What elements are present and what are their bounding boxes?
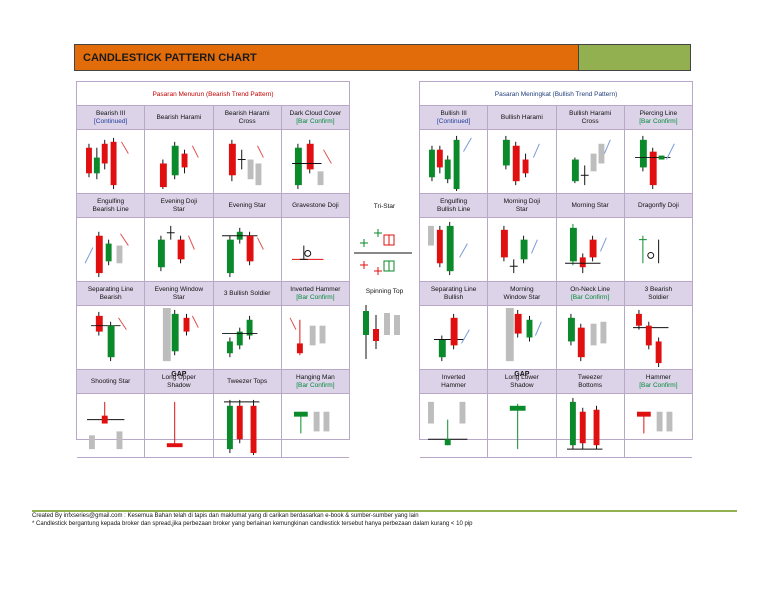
spinning-top-label: Spinning Top [365,288,404,295]
pattern-label: Hanging Man [Bar Confirm] [296,373,335,389]
image-row [77,394,349,458]
pattern-label: Gravestone Doji [292,201,339,209]
pattern-label: Inverted Hammer [420,370,489,393]
gravestone-doji-icon [282,218,349,281]
pattern-label: Long Lower Shadow [488,370,557,393]
pattern-label: Bullish III [Continued] [420,106,489,129]
pattern-label: Dragonfly Doji [637,201,679,209]
label-row: Bullish III [Continued] Bullish Harami Bu… [420,106,692,130]
label-row: Inverted Hammer Long Lower Shadow Tweezer B… [420,370,692,394]
page-title: CANDLESTICK PATTERN CHART [75,45,578,70]
pattern-label: Morning Doji Star [488,194,557,217]
label-row: Engulfing Bullish Line Morning Doji Star M… [420,194,692,218]
separating-line-bullish-icon [420,306,489,369]
piercing-line-icon [625,130,692,193]
dragonfly-doji-icon [625,218,692,281]
pattern-label: Bullish Harami [488,106,557,129]
label-row: Separating Line Bearish Evening Window Sta… [77,282,349,306]
bullish-iii-icon [420,130,489,193]
image-row [420,394,692,458]
gap-label: GAP [171,371,187,378]
pattern-label: Dark Cloud Cover [Bar Confirm] [289,109,342,125]
image-row [420,130,692,194]
pattern-label: Tweezer Tops [214,370,282,393]
separating-line-bearish-icon [77,306,146,369]
spinning-top-icon [363,305,400,359]
footer-note: * Candlestick bergantung kepada broker d… [32,521,473,527]
on-neck-line-icon [557,306,625,369]
morning-star-icon [557,218,625,281]
tri-star-icon [354,229,412,275]
pattern-label: Engulfing Bullish Line [420,194,489,217]
bearish-heading: Pasaran Menurun (Bearish Trend Pattern) [77,82,349,106]
pattern-label: Evening Star [214,194,282,217]
label-row: Bearish III [Continued] Bearish Harami Be… [77,106,349,130]
pattern-label: Piercing Line [Bar Confirm] [639,109,678,125]
label-row: Separating Line Bullish Morning Window Sta… [420,282,692,306]
pattern-label: Bearish Harami [145,106,214,129]
pattern-label: Hammer [Bar Confirm] [639,373,678,389]
bullish-harami-icon [488,130,557,193]
pattern-label: Separating Line Bearish [77,282,146,305]
pattern-label: Shooting Star [77,370,146,393]
image-row [77,218,349,282]
gap-label: GAP [514,371,530,378]
pattern-label: Evening Doji Star [145,194,214,217]
shooting-star-icon [77,394,146,457]
evening-doji-star-icon [145,218,214,281]
image-row: GAP [77,306,349,378]
title-accent [578,45,690,70]
pattern-label: Separating Line Bullish [420,282,489,305]
footer-divider [32,510,737,512]
long-lower-shadow-icon [488,394,557,457]
pattern-label: Morning Window Star [488,282,557,305]
long-upper-shadow-icon [145,394,214,457]
label-row: Engulfing Bearish Line Evening Doji Star E… [77,194,349,218]
tri-star-label: Tri-Star [373,203,396,210]
bearish-panel: Pasaran Menurun (Bearish Trend Pattern) … [76,81,350,458]
pattern-label: 3 Bullish Soldier [214,282,282,305]
evening-star-icon [214,218,282,281]
label-row: Shooting Star Long Upper Shadow Tweezer T… [77,370,349,394]
pattern-label: 3 Bearish Soldier [644,285,673,301]
image-row: GAP [420,306,692,378]
title-bar: CANDLESTICK PATTERN CHART [74,44,691,71]
three-bullish-soldier-icon [214,306,282,369]
inverted-hammer-bullish-icon [420,394,489,457]
bullish-panel: Pasaran Meningkat (Bullish Trend Pattern… [419,81,693,458]
inverted-hammer-bearish-icon [282,306,349,369]
center-column: Tri-Star Spinning Top [350,81,419,440]
image-row [420,218,692,282]
bullish-heading: Pasaran Meningkat (Bullish Trend Pattern… [420,82,692,106]
pattern-label: Morning Star [557,194,625,217]
bearish-harami-icon [145,130,214,193]
pattern-label: Engulfing Bearish Line [77,194,146,217]
morning-doji-star-icon [488,218,557,281]
morning-window-star-icon: GAP [488,306,557,378]
evening-window-star-icon: GAP [145,306,214,378]
hanging-man-icon [282,394,349,457]
pattern-label: Long Upper Shadow [145,370,214,393]
pattern-label: Bullish Harami Cross [557,106,625,129]
tweezer-bottoms-icon [557,394,625,457]
footer-credit: Created By infxseries@gmail.com : Kesemu… [32,513,419,519]
engulfing-bearish-icon [77,218,146,281]
image-row [77,130,349,194]
pattern-label: On-Neck Line [Bar Confirm] [557,282,625,305]
bullish-harami-cross-icon [557,130,625,193]
hammer-icon [625,394,692,457]
engulfing-bullish-icon [420,218,489,281]
tweezer-tops-icon [214,394,282,457]
dark-cloud-cover-icon [282,130,349,193]
three-bearish-soldier-icon [625,306,692,369]
bearish-harami-cross-icon [214,130,282,193]
pattern-label: Bearish Harami Cross [214,106,282,129]
pattern-label: Tweezer Bottoms [557,370,625,393]
bearish-iii-icon [77,130,146,193]
pattern-label: Bearish III [Continued] [77,106,146,129]
pattern-label: Evening Window Star [145,282,214,305]
pattern-label: Inverted Hammer [Bar Confirm] [290,285,341,301]
